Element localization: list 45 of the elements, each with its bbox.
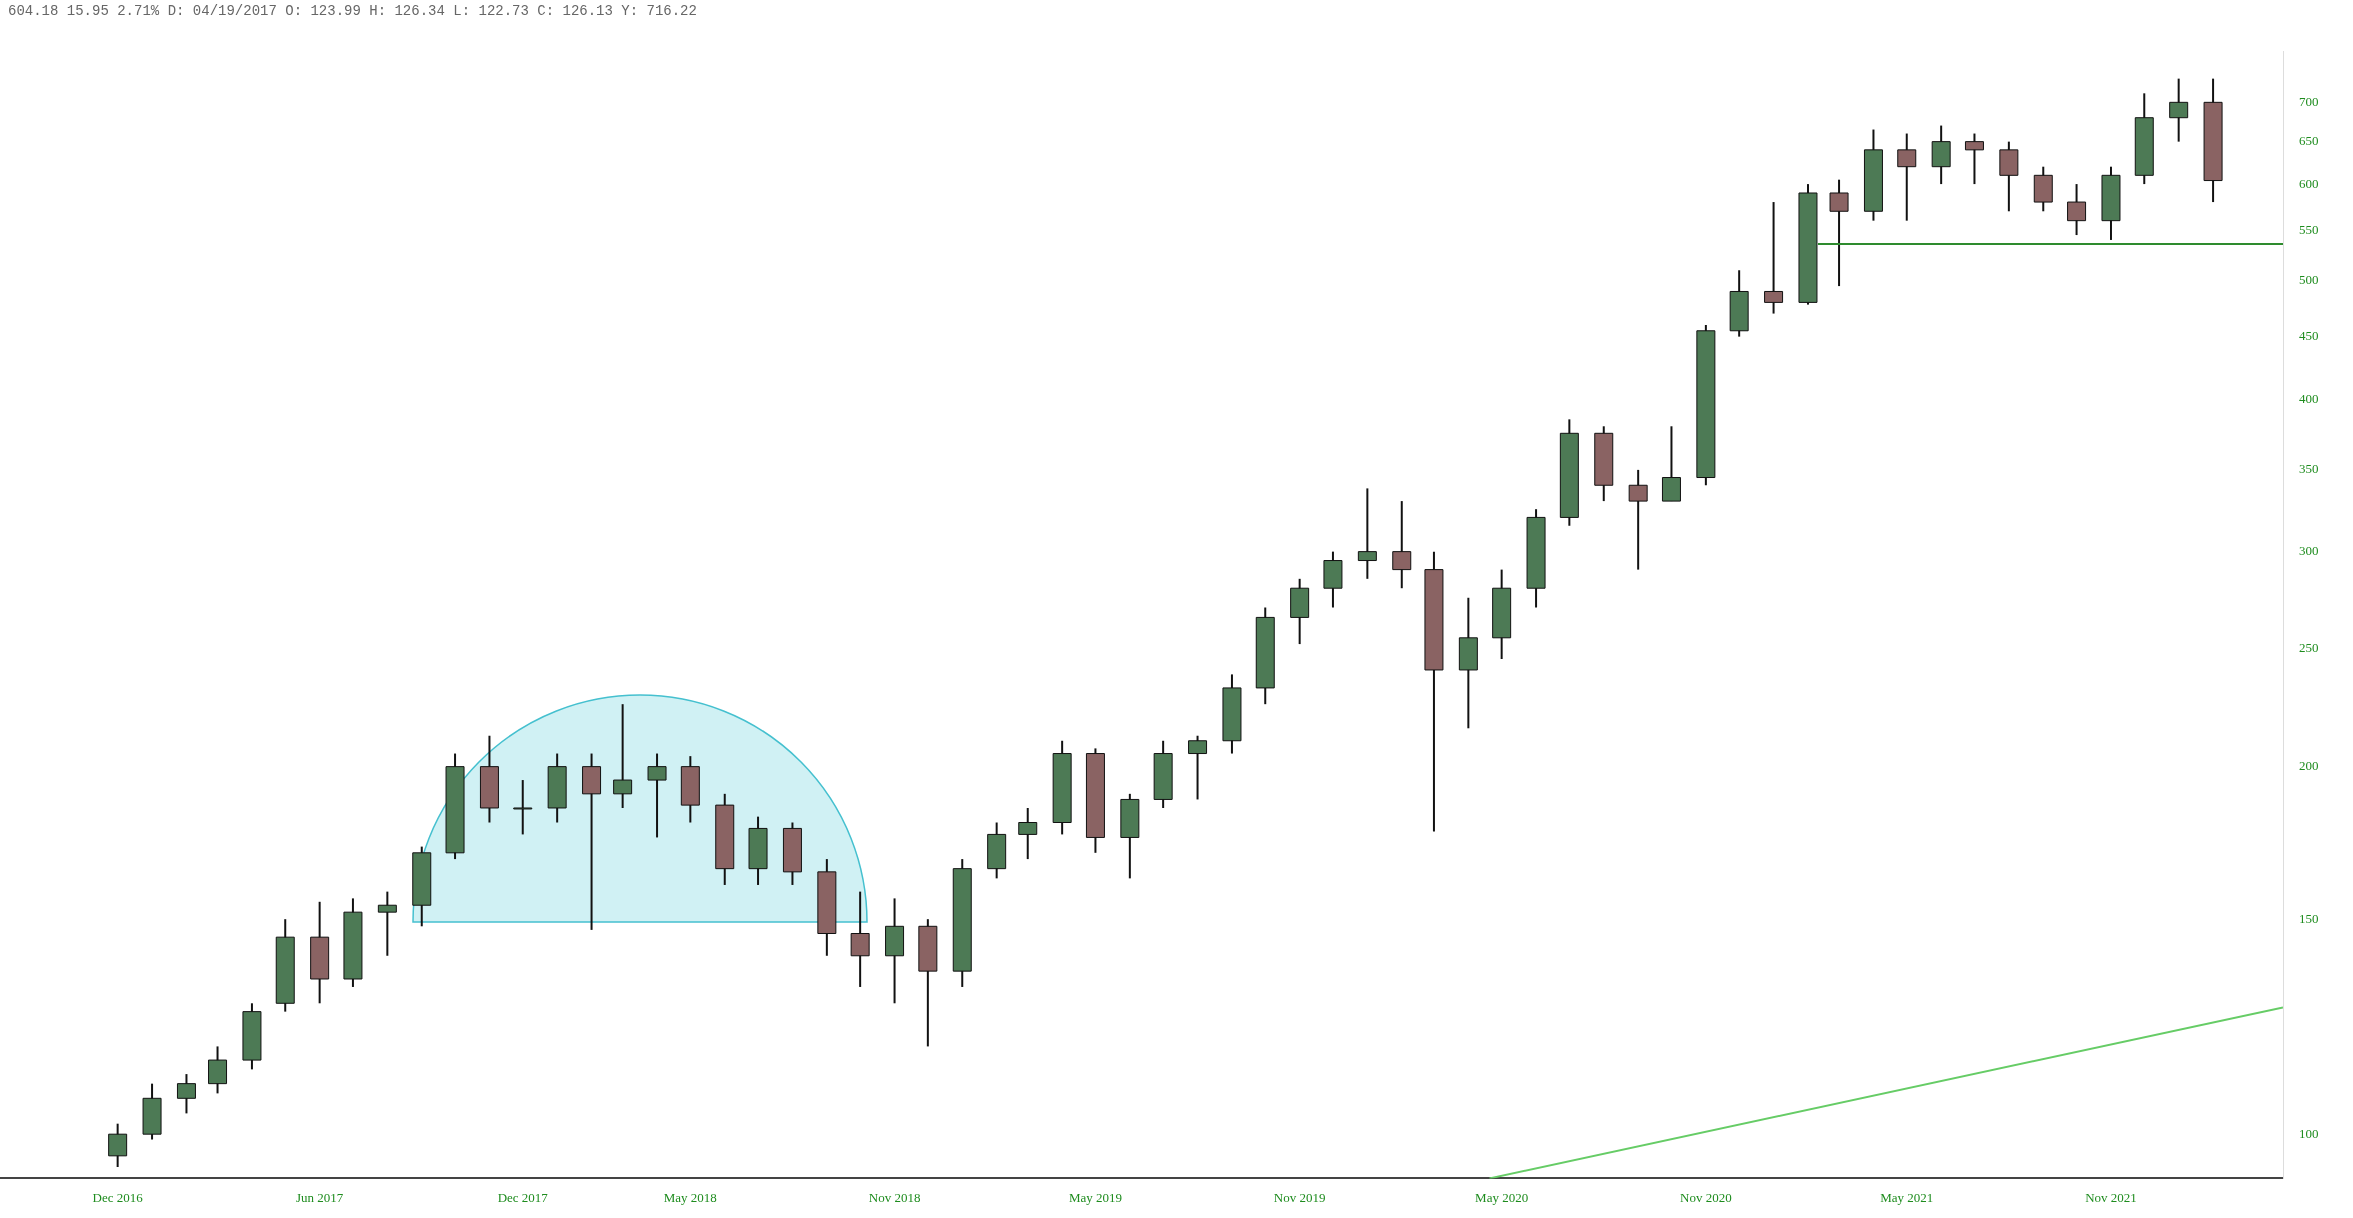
y-tick-label: 100: [2299, 1125, 2319, 1141]
candlestick: [1357, 487, 1377, 580]
y-tick-label: 600: [2299, 175, 2319, 191]
x-tick-label: Nov 2021: [2085, 1189, 2137, 1205]
candlestick: [1897, 132, 1917, 222]
x-tick-label: Nov 2018: [868, 1189, 921, 1205]
candlestick: [1964, 132, 1984, 186]
x-tick-label: May 2020: [1475, 1189, 1529, 1205]
x-tick-label: Dec 2017: [497, 1189, 549, 1205]
y-tick-label: 650: [2299, 133, 2319, 149]
x-tick-label: May 2018: [663, 1189, 717, 1205]
candlestick: [208, 1045, 228, 1095]
chart-title: 604.18 15.95 2.71% D: 04/19/2017 O: 123.99 H: 126.34 L: 122.73 C: 126.13 Y: 716.22: [7, 2, 698, 21]
y-tick-label: 150: [2299, 910, 2319, 926]
candlestick: [1188, 734, 1208, 801]
candlestick: [2169, 77, 2189, 143]
candlestick: [377, 890, 397, 957]
y-tick-label: 550: [2299, 221, 2319, 237]
y-tick-label: 250: [2299, 639, 2319, 655]
x-tick-label: Nov 2020: [1680, 1189, 1732, 1205]
x-tick-label: Jun 2017: [295, 1189, 344, 1205]
candlestick: [1018, 806, 1038, 861]
y-tick-label: 400: [2299, 390, 2319, 406]
y-tick-label: 300: [2299, 543, 2319, 559]
y-tick-label: 450: [2299, 328, 2319, 344]
y-tick-label: 200: [2299, 758, 2319, 774]
candlestick: [2067, 183, 2087, 237]
y-tick-label: 500: [2299, 272, 2319, 288]
x-tick-label: Dec 2016: [92, 1189, 144, 1205]
candlestick: [1764, 201, 1784, 315]
x-tick-label: May 2019: [1068, 1189, 1122, 1205]
candlestick: [176, 1073, 196, 1115]
candlestick: [647, 752, 667, 839]
candlestick: [513, 779, 533, 836]
candlestick: [1661, 425, 1681, 503]
y-tick-label: 700: [2299, 93, 2319, 109]
candlestick: [108, 1122, 128, 1168]
candlestick: [1829, 178, 1849, 288]
candlestick: [1628, 468, 1648, 571]
x-tick-label: Nov 2019: [1273, 1189, 1326, 1205]
candlestick: [613, 703, 633, 809]
x-tick-label: May 2021: [1880, 1189, 1934, 1205]
candlestick: [1392, 500, 1412, 590]
y-tick-label: 350: [2299, 461, 2319, 477]
candlestick: [850, 890, 870, 988]
